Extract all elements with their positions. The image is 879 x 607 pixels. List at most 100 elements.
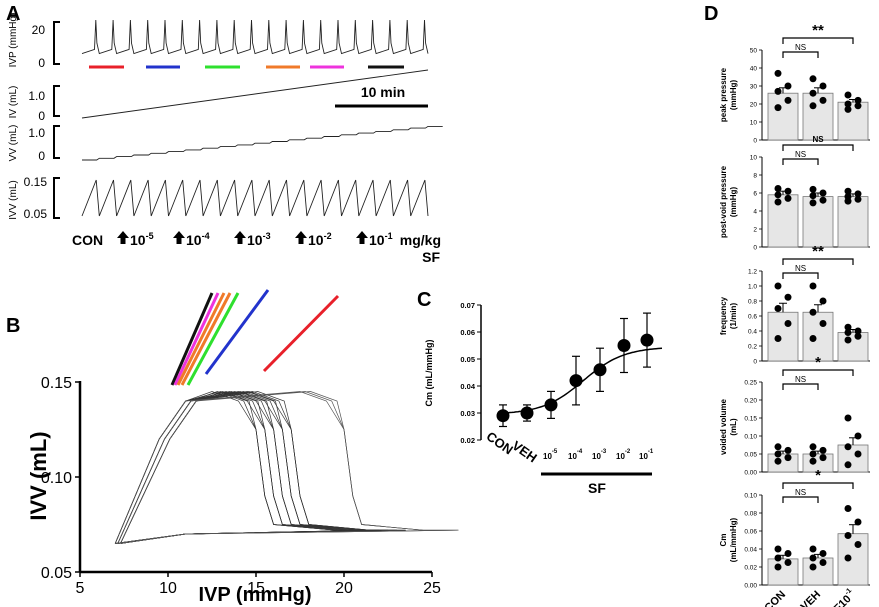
data-dot — [784, 550, 792, 557]
sig-label-outer: * — [815, 354, 821, 371]
data-dot — [819, 82, 827, 90]
condition-label-dose: 10-5 — [130, 231, 154, 248]
bar — [837, 533, 869, 586]
data-dot — [809, 457, 817, 465]
data-dot — [774, 450, 782, 458]
dose-arrow-icon — [173, 231, 185, 244]
pv-loop — [114, 391, 371, 544]
dose-arrow-icon — [117, 231, 129, 244]
iv-tick-bottom: 0 — [38, 109, 45, 123]
condition-label-dose: 10-1 — [369, 231, 393, 248]
drug-label: SF — [422, 249, 440, 265]
sig-bracket-inner — [782, 272, 819, 279]
data-dot — [854, 102, 862, 110]
data-dot — [784, 446, 792, 454]
pv-loop — [120, 391, 459, 544]
ivp-trace — [81, 19, 429, 55]
sig-label-outer: ** — [812, 22, 824, 39]
ivv-tick-top: 0.15 — [24, 175, 48, 189]
panel-c-dose-response: 0.07 0.06 0.05 0.04 0.03 0.02 Cm (mL/mmHg) CO… — [424, 301, 663, 496]
y-tick-label: 1.0 — [748, 284, 757, 291]
vv-tick-bottom: 0 — [38, 149, 45, 163]
data-dot — [844, 554, 852, 562]
y-axis-label: IVV (mL) — [26, 431, 51, 520]
bar — [767, 311, 799, 362]
sig-label-outer: ** — [812, 243, 824, 260]
data-point — [640, 333, 654, 347]
data-dot — [844, 323, 852, 331]
sig-bracket-outer — [782, 482, 854, 489]
data-dot — [774, 282, 782, 290]
data-dot — [854, 96, 862, 104]
data-dot — [774, 545, 782, 553]
x-tick-label: 10-2 — [616, 449, 631, 461]
y-ticks: 0.15 0.10 0.05 — [41, 375, 80, 582]
sig-bracket-outer — [782, 144, 854, 151]
condition-labels: CON 10-5 10-4 10-3 10-2 10-1 — [72, 231, 393, 248]
data-dot — [774, 335, 782, 342]
data-dot — [844, 336, 852, 344]
y-tick-label: 0.00 — [744, 583, 757, 590]
sig-bracket-inner — [782, 496, 819, 503]
subplot-3: 0.25 0.20 0.15 0.10 0.05 0.00 voided volume(mL… — [719, 354, 870, 477]
data-dot — [854, 327, 862, 335]
x-tick-label: 10-4 — [568, 449, 583, 461]
condition-label-dose: 10-2 — [308, 231, 332, 248]
legend-line-2 — [176, 292, 226, 386]
legend-line-0 — [170, 292, 214, 386]
panel-a-traces: IVP (mmHg) IV (mL) VV (mL) IVV (mL) 20 0… — [8, 13, 443, 265]
x-tick-label: VEH — [509, 438, 540, 466]
data-dot — [774, 198, 782, 206]
bar — [767, 194, 799, 248]
y-tick-label: 0.15 — [41, 375, 72, 392]
data-dot — [809, 335, 817, 342]
legend-lines — [170, 289, 340, 386]
data-dot — [784, 96, 792, 104]
bar — [767, 558, 799, 586]
y-tick-label: 0.02 — [460, 436, 475, 445]
y-tick-label: 0.04 — [744, 547, 757, 554]
data-point — [569, 374, 583, 388]
data-dot — [844, 187, 852, 195]
y-tick-label: 0.00 — [744, 470, 757, 477]
data-dot — [809, 75, 817, 83]
unit-label: mg/kg — [400, 232, 441, 248]
pv-loop — [114, 391, 459, 544]
dose-arrow-icon — [234, 231, 246, 244]
data-dot — [844, 197, 852, 205]
data-dot — [809, 102, 817, 110]
y-tick-label: 0.10 — [744, 493, 757, 500]
legend-line-6 — [262, 294, 340, 373]
sig-label-outer: NS — [812, 135, 824, 144]
data-dot — [809, 554, 817, 562]
data-dot — [819, 196, 827, 204]
ivp-tick-top: 20 — [32, 23, 46, 37]
x-tick-label: 25 — [423, 580, 441, 597]
iv-tick-top: 1.0 — [28, 89, 45, 103]
y-tick-label: 0 — [753, 359, 757, 366]
data-dot — [819, 96, 827, 104]
y-ticks: 0.07 0.06 0.05 0.04 0.03 0.02 — [460, 301, 481, 445]
category-label: VEH — [799, 589, 824, 607]
data-dot — [844, 100, 852, 108]
pv-loop — [120, 391, 397, 544]
y-tick-label: 0 — [753, 245, 757, 252]
pv-loop — [120, 391, 389, 544]
y-tick-label: 0.08 — [744, 511, 757, 518]
y-tick-label: 0.10 — [744, 434, 757, 441]
sig-label-inner: NS — [795, 264, 806, 273]
y-axis-label: Cm(mL/mmHg) — [719, 517, 738, 562]
y-axis-label: Cm (mL/mmHg) — [424, 339, 434, 406]
bar — [767, 453, 799, 473]
y-axis-label: voided volume(mL) — [719, 398, 738, 455]
data-dot — [819, 320, 827, 327]
subplot-4: 0.10 0.08 0.06 0.04 0.02 0.00 Cm(mL/mmHg) * NS — [719, 467, 870, 590]
data-dot — [774, 87, 782, 95]
data-dot — [854, 518, 862, 526]
ivp-axis-bracket — [53, 21, 60, 65]
data-dot — [844, 414, 852, 422]
panel-b-pv-loops: 5 10 15 20 25 0.15 0.10 0.05 IVP (mmHg) IVV (m… — [26, 289, 459, 606]
traces-group — [81, 19, 443, 217]
x-ticks: 5 10 15 20 25 — [76, 572, 441, 597]
